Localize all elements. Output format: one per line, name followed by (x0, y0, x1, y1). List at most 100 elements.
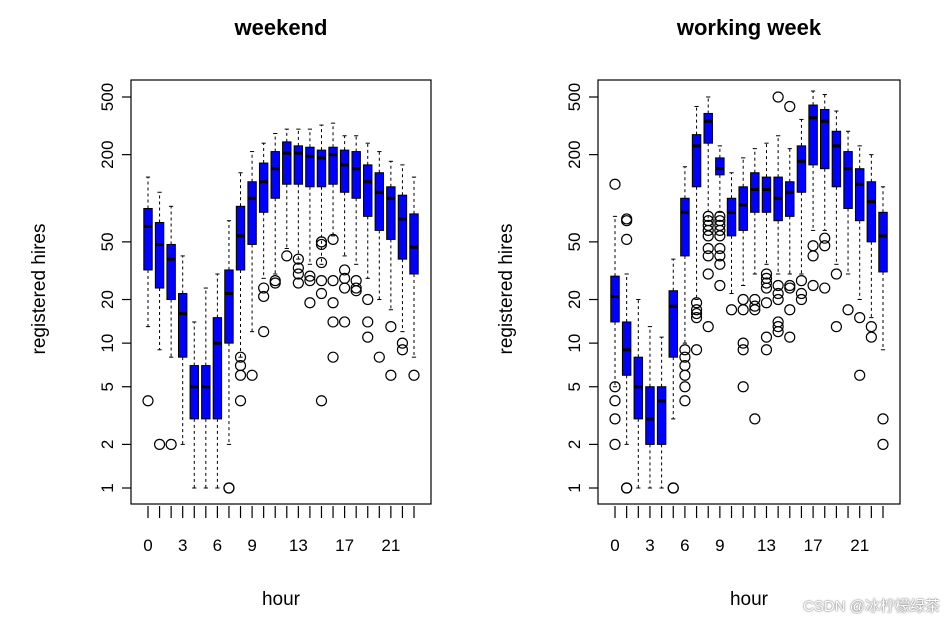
outlier-point (304, 275, 316, 287)
outlier-point (350, 282, 362, 294)
outlier-point (315, 287, 328, 300)
plot-frame (597, 79, 901, 505)
box-iqr (820, 108, 830, 170)
box-iqr (703, 112, 713, 144)
outlier-point (315, 238, 328, 251)
box-hour-5 (667, 258, 679, 494)
outlier-point (690, 344, 703, 356)
box-hour-20 (373, 151, 385, 363)
box-iqr (796, 145, 807, 193)
outlier-point (854, 369, 866, 381)
outlier-point (760, 268, 773, 280)
outlier-point (760, 277, 773, 289)
outlier-point (784, 304, 796, 316)
outlier-point (339, 264, 351, 276)
box-iqr (645, 386, 655, 445)
box-iqr (247, 181, 257, 245)
outlier-point (679, 344, 691, 356)
box-hour-9 (246, 151, 258, 381)
outlier-point (714, 219, 726, 231)
box-hour-4 (656, 336, 667, 489)
box-iqr (363, 164, 373, 217)
box-hour-22 (865, 154, 877, 343)
outlier-point (772, 287, 784, 300)
outlier-point (315, 256, 328, 269)
x-tick-label: 9 (247, 536, 256, 555)
box-hour-12 (749, 148, 761, 425)
y-tick-label: 2 (565, 440, 584, 449)
x-tick-label: 9 (715, 536, 724, 555)
outlier-point (690, 312, 703, 324)
y-tick-label: 50 (565, 232, 584, 251)
outlier-point (854, 312, 866, 324)
box-iqr (691, 134, 702, 188)
outlier-point (304, 270, 316, 282)
box-iqr (726, 197, 737, 237)
outlier-point (807, 250, 819, 262)
x-tick-label: 0 (610, 536, 619, 555)
outlier-point (737, 304, 749, 316)
box-hour-13 (292, 128, 304, 289)
y-tick-label: 200 (565, 140, 584, 168)
outlier-point (772, 279, 784, 292)
y-tick-label: 200 (98, 140, 117, 168)
chart-title: working week (676, 15, 822, 40)
outlier-point (609, 381, 621, 393)
watermark-text: CSDN @冰柠檬绿茶 (803, 598, 940, 615)
outlier-point (784, 331, 796, 343)
y-tick-label: 500 (98, 83, 117, 111)
box-iqr (843, 151, 853, 209)
outlier-point (385, 321, 397, 333)
outlier-point (737, 293, 749, 306)
box-hour-14 (304, 128, 316, 309)
x-tick-label: 13 (757, 536, 776, 555)
outlier-point (315, 236, 328, 248)
outlier-point (702, 210, 714, 222)
box-iqr (831, 130, 842, 188)
outlier-point (396, 337, 409, 349)
box-hour-21 (854, 145, 866, 381)
outlier-point (165, 438, 177, 450)
outlier-point (292, 253, 304, 265)
box-iqr (328, 146, 338, 185)
box-iqr (668, 290, 678, 358)
outlier-point (807, 240, 819, 252)
outlier-point (819, 232, 831, 244)
box-hour-7 (690, 105, 703, 356)
box-iqr (339, 149, 350, 193)
outlier-point (339, 316, 351, 328)
y-tick-label: 20 (565, 290, 584, 309)
x-tick-label: 3 (645, 536, 654, 555)
y-tick-label: 1 (565, 483, 584, 492)
outlier-point (315, 395, 328, 407)
box-hour-17 (339, 135, 351, 328)
box-hour-23 (877, 186, 889, 450)
box-iqr (808, 104, 818, 166)
outlier-point (362, 331, 374, 343)
box-iqr (235, 205, 246, 271)
box-hour-16 (327, 122, 339, 363)
outlier-point (609, 438, 621, 450)
plot-frame (130, 79, 432, 505)
box-hour-1 (153, 191, 166, 450)
box-hour-2 (633, 299, 644, 489)
outlier-point (714, 258, 726, 270)
outlier-point (795, 287, 808, 300)
outlier-point (760, 272, 773, 284)
outlier-point (281, 250, 293, 262)
outlier-point (339, 282, 351, 294)
box-iqr (293, 145, 304, 185)
x-tick-label: 21 (381, 536, 400, 555)
outlier-point (702, 219, 714, 231)
box-hour-14 (772, 91, 784, 338)
y-tick-label: 2 (98, 440, 117, 449)
y-axis-label: registered hires (496, 224, 517, 355)
outlier-point (714, 215, 726, 227)
box-iqr (854, 168, 865, 222)
outlier-point (679, 369, 691, 381)
outlier-point (609, 178, 621, 190)
outlier-point (877, 438, 889, 450)
chart-title: weekend (234, 15, 328, 40)
box-iqr (282, 141, 292, 185)
outlier-point (714, 210, 726, 222)
